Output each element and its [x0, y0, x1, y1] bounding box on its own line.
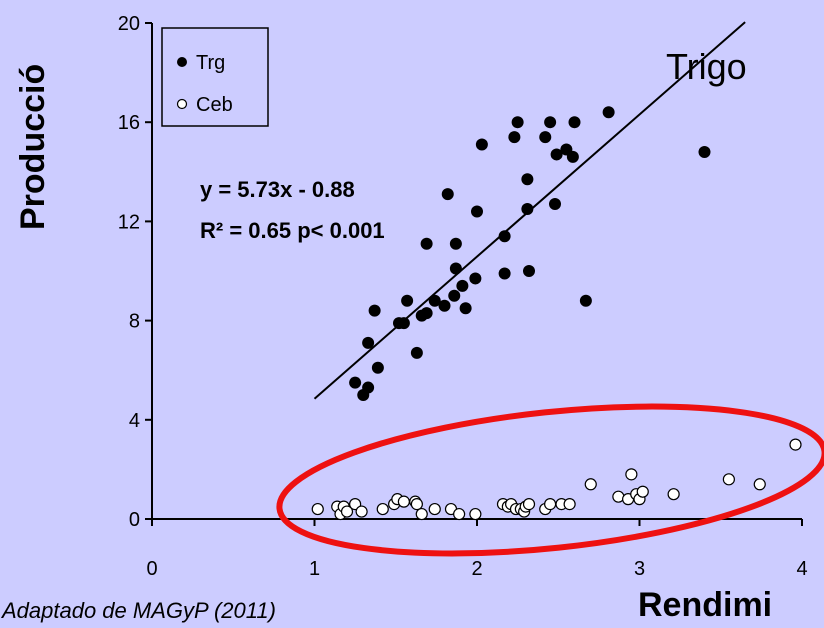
ceb-point [415, 507, 428, 521]
trg-point [602, 106, 615, 119]
legend: Trg Ceb [161, 27, 269, 127]
trg-point [475, 138, 488, 151]
trg-point [397, 317, 410, 330]
trg-point [449, 262, 462, 275]
ceb-point [563, 498, 576, 511]
ceb-point [753, 478, 766, 491]
trg-point [449, 237, 462, 250]
ceb-point [584, 478, 597, 491]
trg-point [579, 294, 592, 307]
ceb-point [667, 488, 680, 501]
y-tick-label: 20 [118, 13, 140, 35]
trg-point [471, 205, 483, 218]
trg-point [438, 299, 451, 312]
ceb-point [376, 502, 389, 516]
ceb-point [789, 438, 802, 451]
ceb-point [522, 498, 536, 511]
trg-series [349, 106, 711, 401]
ceb-series [311, 438, 802, 521]
trg-point [448, 289, 461, 302]
trg-point [410, 346, 423, 359]
trg-point [349, 376, 362, 389]
trg-point [539, 131, 552, 144]
trg-point [469, 272, 482, 285]
y-tick-label: 12 [118, 211, 140, 233]
ceb-point [453, 507, 466, 521]
trigo-annotation: Trigo [666, 46, 747, 87]
trg-point [550, 148, 563, 161]
trg-point [362, 381, 375, 394]
y-axis-label: Producció [14, 64, 52, 230]
y-tick-label: 4 [129, 410, 140, 432]
trg-point [362, 336, 375, 349]
ceb-point [722, 473, 735, 486]
ceb-point [469, 507, 482, 521]
trg-point [568, 116, 581, 129]
y-tick-label: 16 [118, 112, 140, 134]
y-tick-label: 8 [129, 311, 140, 333]
x-tick-label: 4 [796, 558, 807, 580]
trg-point [566, 150, 579, 163]
ceb-point [355, 505, 368, 518]
trg-point [420, 307, 433, 320]
regression-equation: y = 5.73x - 0.88 [200, 177, 355, 202]
trg-point [401, 294, 414, 307]
ceb-point [410, 498, 423, 511]
legend-ceb-marker [176, 98, 188, 110]
legend-trg-marker [177, 57, 187, 67]
x-ticks: 0 1 2 3 4 [146, 519, 808, 580]
trg-point [544, 116, 557, 129]
trg-point [523, 265, 535, 277]
ceb-point [311, 502, 324, 516]
trg-point [420, 237, 433, 250]
x-tick-label: 3 [634, 558, 645, 580]
trg-point [521, 173, 534, 186]
x-tick-label: 1 [309, 558, 320, 580]
source-note: Adaptado de MAGyP (2011) [0, 598, 276, 623]
legend-box [161, 27, 269, 127]
x-tick-label: 2 [471, 558, 482, 580]
trg-point [441, 188, 454, 201]
x-axis-label: Rendimi [638, 586, 772, 624]
ceb-point [397, 495, 410, 508]
ceb-point [544, 498, 557, 511]
ceb-point [625, 468, 638, 481]
y-ticks: 0 4 8 12 16 20 [118, 13, 152, 531]
trg-point [698, 145, 711, 158]
ceb-point [340, 505, 354, 518]
trg-point [368, 304, 381, 317]
trg-point [428, 294, 441, 307]
regression-r2: R² = 0.65 p< 0.001 [200, 218, 385, 243]
legend-ceb-label: Ceb [196, 94, 233, 116]
trg-point [498, 230, 511, 243]
y-tick-label: 0 [129, 509, 140, 531]
trg-point [371, 361, 384, 374]
trg-point [498, 267, 511, 280]
trg-point [521, 203, 534, 215]
trg-point [508, 131, 521, 144]
trg-point [549, 198, 561, 211]
trg-point [456, 279, 469, 292]
highlight-ellipse [276, 403, 824, 557]
ceb-point [428, 502, 441, 516]
legend-trg-label: Trg [196, 52, 225, 74]
ceb-point [636, 485, 649, 498]
trg-point [459, 302, 472, 315]
x-tick-label: 0 [146, 558, 157, 580]
trg-point [511, 116, 524, 129]
